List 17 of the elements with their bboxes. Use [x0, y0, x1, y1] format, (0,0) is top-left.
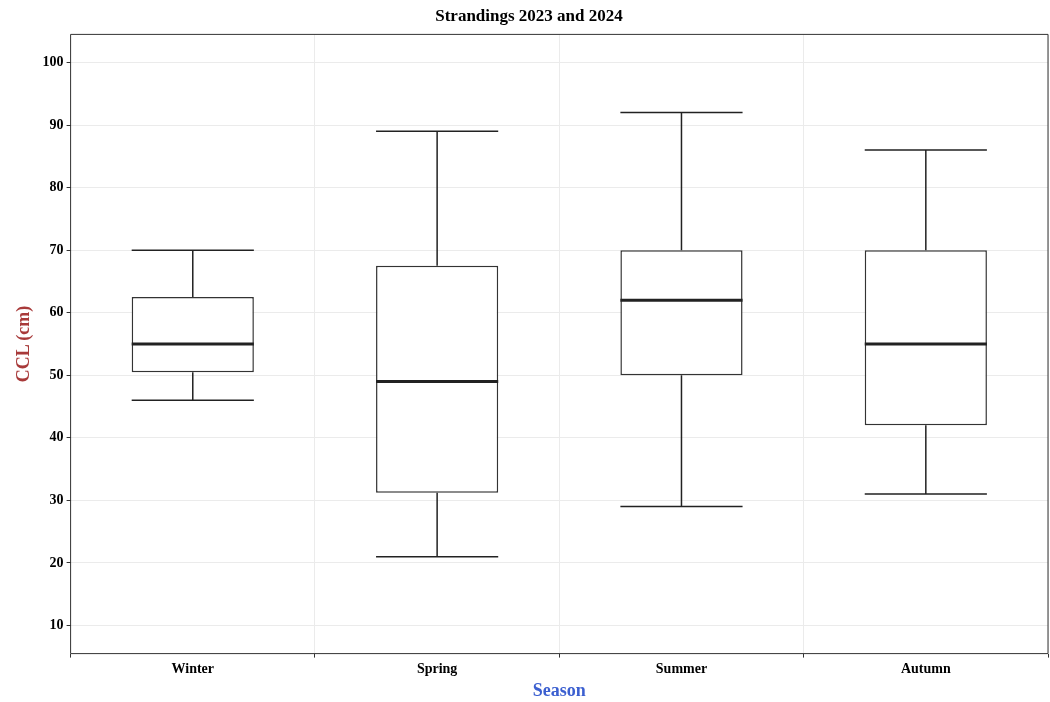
- y-tick-label: 90: [49, 116, 64, 132]
- x-axis-title: Season: [532, 679, 586, 700]
- y-tick-label: 10: [49, 617, 64, 633]
- y-tick-label: 20: [49, 554, 64, 570]
- x-tick-label: Spring: [416, 660, 458, 676]
- y-tick-label: 70: [49, 241, 64, 257]
- chart-title: Strandings 2023 and 2024: [435, 5, 624, 25]
- y-tick-label: 40: [49, 429, 64, 445]
- x-tick-label: Summer: [655, 660, 708, 676]
- y-tick-label: 60: [49, 304, 64, 320]
- y-tick-label: 30: [49, 491, 64, 507]
- y-tick-label: 50: [49, 366, 64, 382]
- x-tick-label: Winter: [171, 660, 215, 676]
- y-tick-label: 80: [49, 179, 64, 195]
- y-axis-title: CCL (cm): [13, 305, 35, 383]
- x-tick-label: Autumn: [900, 660, 951, 676]
- y-tick-label: 100: [42, 54, 64, 70]
